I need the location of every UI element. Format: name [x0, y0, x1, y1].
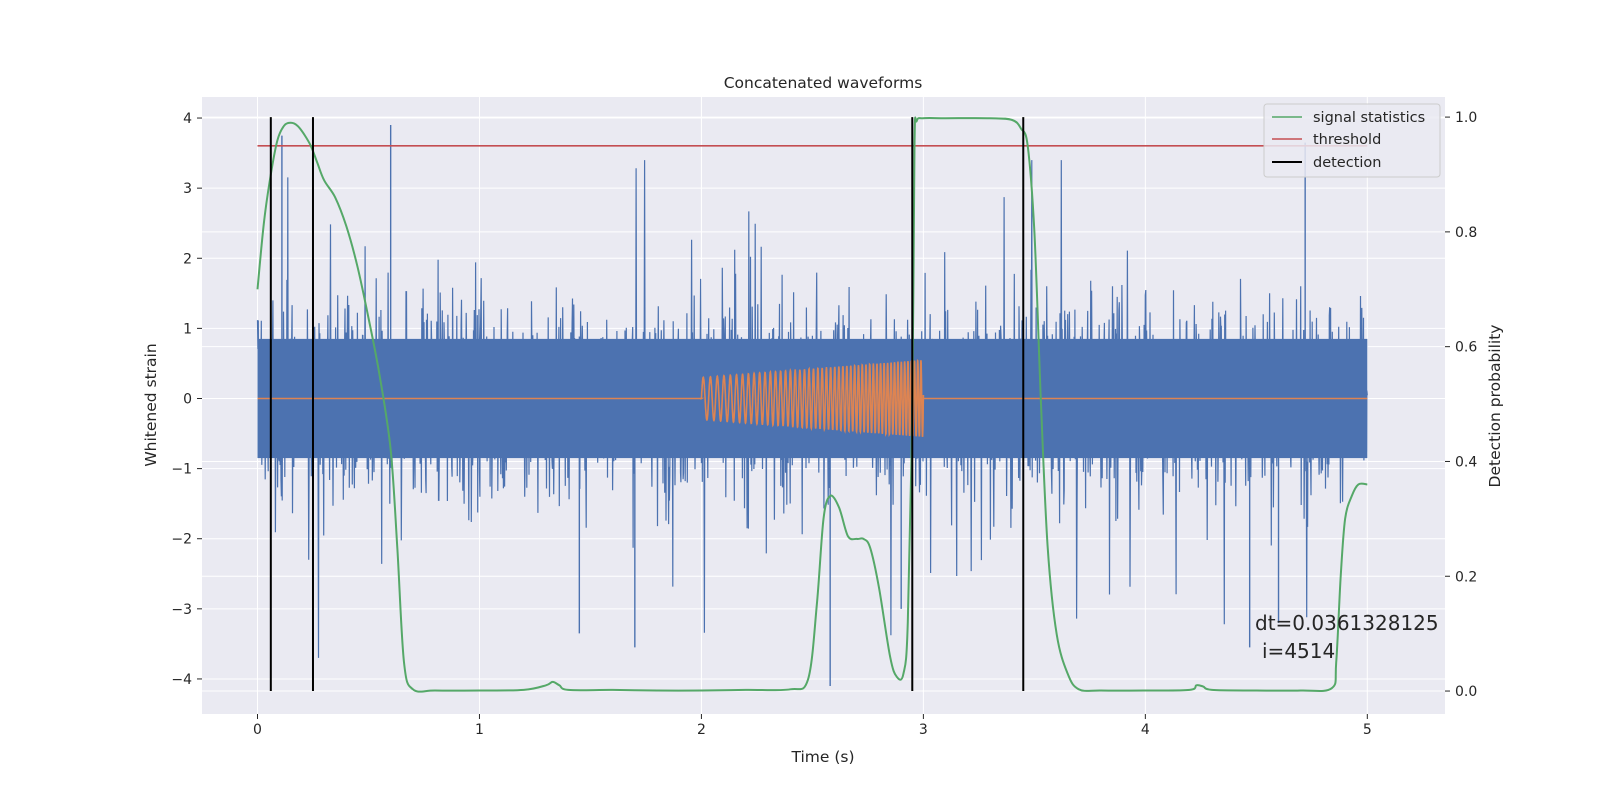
axis-ticks: 0 1 2 3 4 5 −4 −3 −2 −1 0 1 2 3 4 0.0 0.2 0.4 0.6 0.8 1.0 — [171, 110, 1477, 738]
x-tick-label: 3 — [919, 722, 928, 738]
y-tick-label-right: 0.6 — [1455, 340, 1477, 356]
y-tick-label-right: 0.0 — [1455, 684, 1477, 700]
y-tick-label-right: 0.4 — [1455, 454, 1477, 470]
x-tick-label: 1 — [475, 722, 484, 738]
y-tick-label-left: −3 — [171, 602, 192, 618]
annotation-index: i=4514 — [1262, 639, 1335, 663]
y-tick-label-left: 3 — [183, 181, 192, 197]
y-tick-label-right: 1.0 — [1455, 110, 1477, 126]
x-axis-label: Time (s) — [790, 748, 854, 766]
y-tick-label-left: −1 — [171, 462, 192, 478]
legend-label-signal-statistics: signal statistics — [1313, 110, 1425, 126]
y-tick-label-left: 2 — [183, 251, 192, 267]
legend-label-detection: detection — [1313, 155, 1381, 171]
legend: signal statistics threshold detection — [1263, 103, 1441, 178]
y-axis-label-right: Detection probability — [1486, 325, 1504, 488]
y-tick-label-left: 0 — [183, 391, 192, 407]
plot-lines — [256, 116, 1368, 693]
y-tick-label-left: −4 — [171, 672, 192, 688]
x-tick-label: 5 — [1363, 722, 1372, 738]
legend-label-threshold: threshold — [1313, 132, 1381, 148]
x-tick-label: 0 — [253, 722, 262, 738]
x-tick-label: 2 — [697, 722, 706, 738]
x-tick-label: 4 — [1141, 722, 1150, 738]
y-tick-label-right: 0.8 — [1455, 225, 1477, 241]
y-axis-label-left: Whitened strain — [142, 343, 160, 466]
signal-statistics-series — [256, 116, 1368, 693]
y-tick-label-left: 1 — [183, 321, 192, 337]
y-tick-label-right: 0.2 — [1455, 569, 1477, 585]
y-tick-label-left: −2 — [171, 532, 192, 548]
chart-title: Concatenated waveforms — [724, 74, 923, 92]
y-tick-label-left: 4 — [183, 111, 192, 127]
injected-signal-series — [257, 358, 1368, 438]
annotation-dt: dt=0.0361328125 — [1255, 611, 1439, 635]
